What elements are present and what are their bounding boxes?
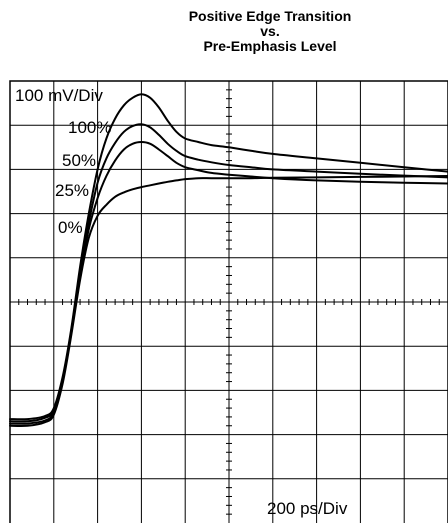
- chart-title-line-1: Positive Edge Transition: [189, 8, 352, 24]
- chart-title-line-2: vs.: [260, 23, 279, 39]
- series-label-25: 25%: [55, 181, 89, 200]
- series-label-0: 0%: [58, 218, 83, 237]
- series-label-100: 100%: [68, 118, 111, 137]
- trace-0-percent: [9, 175, 448, 428]
- horizontal-scale-label: 200 ps/Div: [267, 499, 348, 518]
- traces: [9, 93, 448, 428]
- chart-title-line-3: Pre-Emphasis Level: [203, 38, 336, 54]
- vertical-scale-label: 100 mV/Div: [15, 86, 103, 105]
- series-label-50: 50%: [62, 151, 96, 170]
- series-labels: 100% 50% 25% 0%: [55, 118, 111, 237]
